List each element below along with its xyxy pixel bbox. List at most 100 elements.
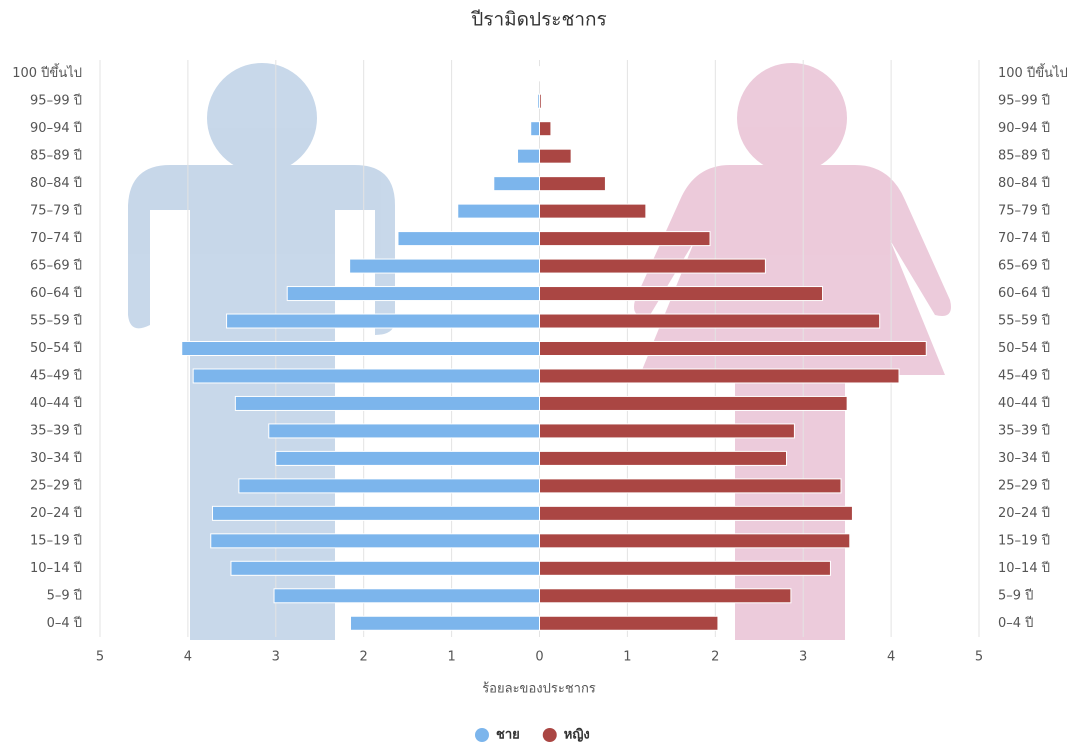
x-tick-label: 4 xyxy=(184,650,192,665)
bar xyxy=(540,534,850,548)
y-tick-label-left: 45–49 ปี xyxy=(30,367,82,383)
y-tick-label-right: 20–24 ปี xyxy=(998,505,1050,521)
bar xyxy=(269,424,540,438)
bar xyxy=(276,451,540,465)
y-tick-label-right: 80–84 ปี xyxy=(998,175,1050,191)
bar xyxy=(213,506,540,520)
y-tick-label-left: 10–14 ปี xyxy=(30,560,82,576)
y-tick-label-left: 95–99 ปี xyxy=(30,93,82,109)
y-tick-label-right: 65–69 ปี xyxy=(998,258,1050,274)
legend-marker[interactable] xyxy=(543,728,557,742)
y-tick-label-left: 60–64 ปี xyxy=(30,285,82,301)
bar xyxy=(540,94,542,108)
x-tick-label: 3 xyxy=(799,650,807,665)
y-tick-label-left: 75–79 ปี xyxy=(30,203,82,219)
y-tick-label-right: 55–59 ปี xyxy=(998,313,1050,329)
male-figure-head xyxy=(207,63,317,173)
y-tick-label-left: 25–29 ปี xyxy=(30,477,82,493)
x-tick-label: 4 xyxy=(887,650,895,665)
bar xyxy=(211,534,540,548)
bar xyxy=(540,67,541,81)
bar xyxy=(239,479,540,493)
bar xyxy=(518,149,540,163)
y-tick-label-left: 35–39 ปี xyxy=(30,422,82,438)
bar xyxy=(540,204,646,218)
bar xyxy=(540,589,791,603)
y-tick-label-right: 45–49 ปี xyxy=(998,367,1050,383)
y-tick-label-right: 100 ปีขึ้นไป xyxy=(998,63,1068,81)
y-tick-label-left: 5–9 ปี xyxy=(47,587,82,603)
y-tick-label-left: 20–24 ปี xyxy=(30,505,82,521)
y-tick-label-right: 60–64 ปี xyxy=(998,285,1050,301)
bar xyxy=(540,479,841,493)
bar xyxy=(398,232,540,246)
y-tick-label-right: 90–94 ปี xyxy=(998,120,1050,136)
bar xyxy=(227,314,540,328)
bar xyxy=(540,369,900,383)
x-tick-label: 0 xyxy=(535,650,543,665)
y-tick-label-right: 10–14 ปี xyxy=(998,560,1050,576)
legend-label[interactable]: หญิง xyxy=(564,728,590,743)
y-tick-label-left: 30–34 ปี xyxy=(30,450,82,466)
y-tick-label-left: 55–59 ปี xyxy=(30,313,82,329)
y-tick-label-left: 85–89 ปี xyxy=(30,148,82,164)
bar xyxy=(540,259,766,273)
y-tick-label-left: 100 ปีขึ้นไป xyxy=(12,63,82,81)
bar xyxy=(531,122,540,136)
y-tick-label-right: 85–89 ปี xyxy=(998,148,1050,164)
bar xyxy=(540,396,848,410)
y-tick-label-left: 90–94 ปี xyxy=(30,120,82,136)
y-tick-label-right: 15–19 ปี xyxy=(998,532,1050,548)
bar xyxy=(350,259,540,273)
legend-label[interactable]: ชาย xyxy=(496,728,520,743)
bar xyxy=(540,451,787,465)
chart-title: ปีรามิดประชากร xyxy=(470,9,606,31)
bar xyxy=(193,369,539,383)
bar xyxy=(540,342,927,356)
y-tick-label-right: 30–34 ปี xyxy=(998,450,1050,466)
bar xyxy=(458,204,540,218)
bar xyxy=(540,506,853,520)
y-tick-label-left: 40–44 ปี xyxy=(30,395,82,411)
bar xyxy=(540,287,823,301)
x-tick-label: 3 xyxy=(272,650,280,665)
y-tick-label-right: 50–54 ปี xyxy=(998,340,1050,356)
x-tick-label: 2 xyxy=(711,650,719,665)
legend-marker[interactable] xyxy=(475,728,489,742)
bar xyxy=(494,177,540,191)
x-tick-label: 5 xyxy=(975,650,983,665)
y-tick-label-left: 50–54 ปี xyxy=(30,340,82,356)
y-tick-label-left: 80–84 ปี xyxy=(30,175,82,191)
bar xyxy=(351,616,540,630)
bar xyxy=(235,396,539,410)
y-tick-label-right: 5–9 ปี xyxy=(998,587,1033,603)
bar xyxy=(540,232,711,246)
x-tick-label: 2 xyxy=(360,650,368,665)
y-tick-label-left: 0–4 ปี xyxy=(47,615,82,631)
y-tick-label-right: 75–79 ปี xyxy=(998,203,1050,219)
bar xyxy=(540,122,551,136)
x-tick-label: 5 xyxy=(96,650,104,665)
bar xyxy=(287,287,539,301)
bar xyxy=(540,561,831,575)
bar xyxy=(540,149,572,163)
y-tick-label-left: 65–69 ปี xyxy=(30,258,82,274)
bar xyxy=(540,424,795,438)
y-tick-label-right: 40–44 ปี xyxy=(998,395,1050,411)
y-tick-label-left: 70–74 ปี xyxy=(30,230,82,246)
y-tick-label-right: 35–39 ปี xyxy=(998,422,1050,438)
y-tick-label-right: 95–99 ปี xyxy=(998,93,1050,109)
bar xyxy=(231,561,540,575)
chart: ปีรามิดประชากร ร้อยละของประชากร 54321012… xyxy=(0,0,1078,747)
y-tick-label-right: 70–74 ปี xyxy=(998,230,1050,246)
y-tick-label-right: 0–4 ปี xyxy=(998,615,1033,631)
x-tick-label: 1 xyxy=(447,650,455,665)
bar xyxy=(540,177,606,191)
bar xyxy=(540,314,880,328)
y-tick-label-right: 25–29 ปี xyxy=(998,477,1050,493)
bar xyxy=(274,589,539,603)
bar xyxy=(182,342,540,356)
bar xyxy=(540,616,718,630)
y-tick-label-left: 15–19 ปี xyxy=(30,532,82,548)
x-tick-label: 1 xyxy=(623,650,631,665)
